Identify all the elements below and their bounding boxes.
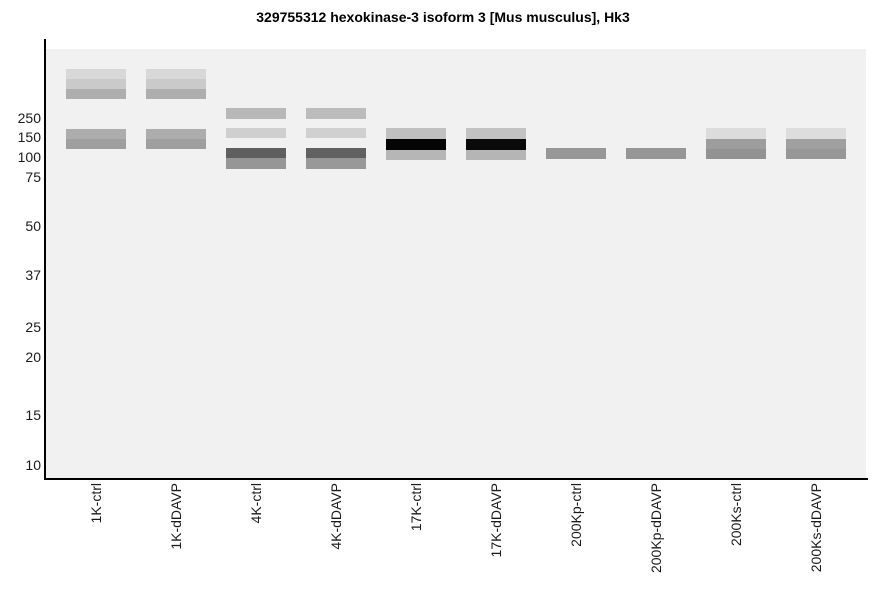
y-tick-label-75kda: 75 xyxy=(0,168,41,186)
gel-band-4K-ctrl-270kda xyxy=(226,108,286,119)
gel-band-200Ks-dDAVP-130kda xyxy=(786,139,846,149)
gel-band-200Kp-dDAVP-108kda xyxy=(626,148,686,159)
lane-label-4K-ctrl: 4K-ctrl xyxy=(248,483,264,523)
gel-band-17K-dDAVP-130kda xyxy=(466,139,526,150)
y-tick-label-100kda: 100 xyxy=(0,148,41,166)
gel-band-4K-dDAVP-270kda xyxy=(306,108,366,119)
gel-band-1K-ctrl-160kda xyxy=(66,129,126,139)
gel-band-17K-ctrl-165kda xyxy=(386,128,446,139)
lane-label-200Ks-ctrl: 200Ks-ctrl xyxy=(728,483,744,546)
gel-band-17K-ctrl-130kda xyxy=(386,139,446,150)
gel-band-200Ks-ctrl-130kda xyxy=(706,139,766,149)
gel-band-1K-ctrl-250kda xyxy=(66,89,126,99)
gel-band-1K-ctrl-130kda xyxy=(66,139,126,149)
y-tick-label-150kda: 150 xyxy=(0,128,41,146)
lane-label-200Kp-ctrl: 200Kp-ctrl xyxy=(568,483,584,547)
gel-band-200Ks-dDAVP-165kda xyxy=(786,128,846,139)
x-axis-line xyxy=(44,478,868,480)
gel-band-1K-dDAVP-250kda xyxy=(146,69,206,79)
y-tick-label-50kda: 50 xyxy=(0,217,41,235)
y-tick-label-25kda: 25 xyxy=(0,318,41,336)
gel-band-4K-dDAVP-110kda xyxy=(306,148,366,158)
y-tick-label-37kda: 37 xyxy=(0,266,41,284)
gel-band-1K-dDAVP-130kda xyxy=(146,139,206,149)
gel-band-4K-ctrl-110kda xyxy=(226,148,286,158)
gel-band-200Ks-ctrl-106kda xyxy=(706,149,766,159)
lane-label-17K-ctrl: 17K-ctrl xyxy=(408,483,424,531)
y-tick-label-20kda: 20 xyxy=(0,348,41,366)
gel-band-4K-ctrl-165kda xyxy=(226,128,286,138)
y-axis-line xyxy=(44,39,46,480)
gel-band-17K-dDAVP-105kda xyxy=(466,150,526,160)
gel-band-1K-dDAVP-250kda xyxy=(146,79,206,89)
gel-band-4K-ctrl-92kda xyxy=(226,158,286,169)
y-tick-label-250kda: 250 xyxy=(0,109,41,127)
gel-band-17K-dDAVP-165kda xyxy=(466,128,526,139)
lane-label-4K-dDAVP: 4K-dDAVP xyxy=(328,483,344,550)
virtual-western-blot-figure: 329755312 hexokinase-3 isoform 3 [Mus mu… xyxy=(0,0,886,595)
gel-band-17K-ctrl-105kda xyxy=(386,150,446,160)
gel-band-1K-ctrl-250kda xyxy=(66,69,126,79)
lane-label-17K-dDAVP: 17K-dDAVP xyxy=(488,483,504,557)
gel-band-1K-dDAVP-160kda xyxy=(146,129,206,139)
gel-band-200Kp-ctrl-108kda xyxy=(546,148,606,159)
lane-label-1K-ctrl: 1K-ctrl xyxy=(88,483,104,523)
gel-band-4K-dDAVP-165kda xyxy=(306,128,366,138)
gel-band-1K-ctrl-250kda xyxy=(66,79,126,89)
lane-label-200Ks-dDAVP: 200Ks-dDAVP xyxy=(808,483,824,572)
y-tick-label-10kda: 10 xyxy=(0,456,41,474)
gel-band-1K-dDAVP-250kda xyxy=(146,89,206,99)
chart-title: 329755312 hexokinase-3 isoform 3 [Mus mu… xyxy=(0,9,886,25)
lane-label-1K-dDAVP: 1K-dDAVP xyxy=(168,483,184,550)
lane-label-200Kp-dDAVP: 200Kp-dDAVP xyxy=(648,483,664,573)
gel-band-200Ks-dDAVP-106kda xyxy=(786,149,846,159)
y-tick-label-15kda: 15 xyxy=(0,406,41,424)
gel-band-200Ks-ctrl-165kda xyxy=(706,128,766,139)
gel-band-4K-dDAVP-92kda xyxy=(306,158,366,169)
gel-plot-area xyxy=(46,49,866,478)
